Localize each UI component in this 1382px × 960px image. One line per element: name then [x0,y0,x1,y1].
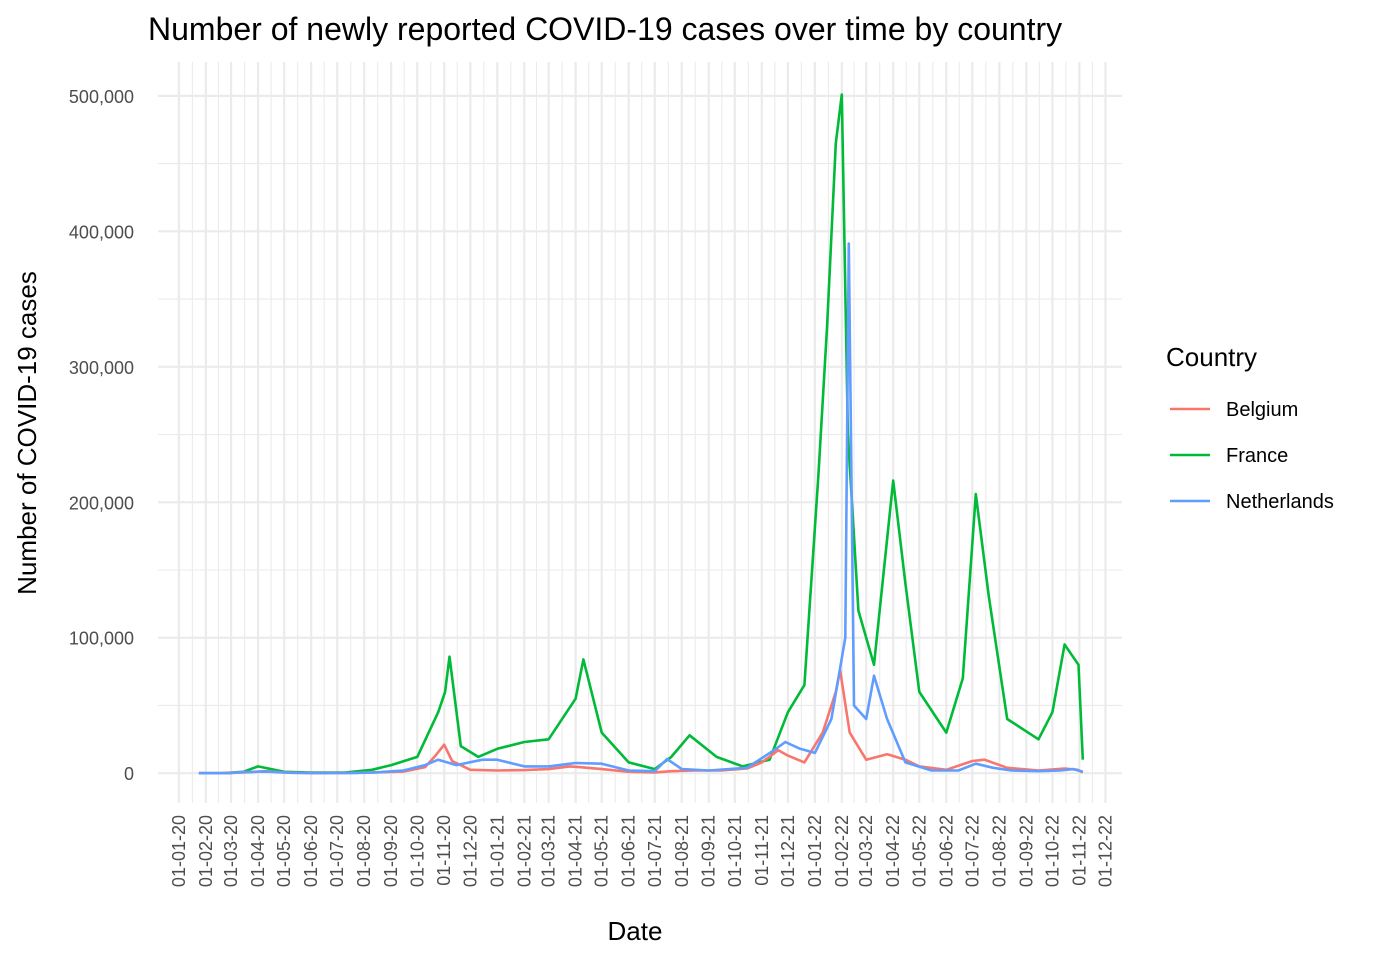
x-tick-label: 01-11-20 [434,815,454,886]
legend-item-belgium: Belgium [1170,399,1298,421]
x-tick-label: 01-03-20 [221,815,241,887]
x-axis-ticks: 01-01-20 01-02-20 01-03-20 01-04-20 01-05-20… [169,815,1116,887]
chart-title: Number of newly reported COVID-19 cases … [148,11,1062,47]
x-tick-label: 01-06-20 [301,815,321,887]
y-tick-label: 400,000 [69,222,134,242]
x-tick-label: 01-05-21 [592,815,612,887]
x-tick-label: 01-12-20 [460,815,480,887]
legend-item-france: France [1170,445,1288,467]
x-tick-label: 01-04-21 [566,815,586,887]
x-tick-label: 01-09-22 [1016,815,1036,887]
x-tick-label: 01-10-22 [1042,815,1062,887]
x-tick-label: 01-08-20 [354,815,374,887]
x-axis-title: Date [608,916,663,946]
x-tick-label: 01-10-21 [725,815,745,887]
x-tick-label: 01-01-20 [169,815,189,887]
x-tick-label: 01-08-22 [989,815,1009,887]
x-tick-label: 01-11-22 [1069,815,1089,886]
x-tick-label: 01-12-21 [778,815,798,887]
x-tick-label: 01-01-21 [487,815,507,887]
x-tick-label: 01-08-21 [672,815,692,887]
x-tick-label: 01-11-21 [752,815,772,886]
x-tick-label: 01-03-21 [539,815,559,887]
x-tick-label: 01-02-20 [196,815,216,887]
x-tick-label: 01-04-22 [883,815,903,887]
y-tick-label: 0 [124,764,134,784]
x-tick-label: 01-12-22 [1095,815,1115,887]
x-tick-label: 01-09-20 [381,815,401,887]
x-tick-label: 01-07-22 [962,815,982,887]
y-tick-label: 200,000 [69,493,134,513]
series-layer [198,93,1085,775]
x-tick-label: 01-01-22 [805,815,825,887]
x-tick-label: 01-05-20 [274,815,294,887]
x-tick-label: 01-05-22 [909,815,929,887]
legend: Country Belgium France Netherlands [1166,342,1334,513]
legend-label: France [1226,445,1288,467]
grid-layer [158,62,1122,803]
x-tick-label: 01-07-20 [327,815,347,887]
x-tick-label: 01-02-21 [514,815,534,887]
legend-label: Netherlands [1226,491,1334,513]
x-tick-label: 01-10-20 [407,815,427,887]
x-tick-label: 01-06-22 [936,815,956,887]
x-tick-label: 01-09-21 [699,815,719,887]
x-tick-label: 01-07-21 [645,815,665,887]
x-tick-label: 01-02-22 [832,815,852,887]
legend-title: Country [1166,342,1257,372]
y-axis-ticks: 0 100,000 200,000 300,000 400,000 500,000 [69,87,134,784]
y-tick-label: 300,000 [69,358,134,378]
y-axis-title: Number of COVID-19 cases [12,271,42,595]
x-tick-label: 01-06-21 [619,815,639,887]
legend-item-netherlands: Netherlands [1170,491,1334,513]
series-line-france [198,93,1085,775]
series-line-netherlands [198,242,1084,775]
x-tick-label: 01-04-20 [248,815,268,887]
legend-label: Belgium [1226,399,1298,421]
y-tick-label: 500,000 [69,87,134,107]
x-tick-label: 01-03-22 [856,815,876,887]
y-tick-label: 100,000 [69,629,134,649]
